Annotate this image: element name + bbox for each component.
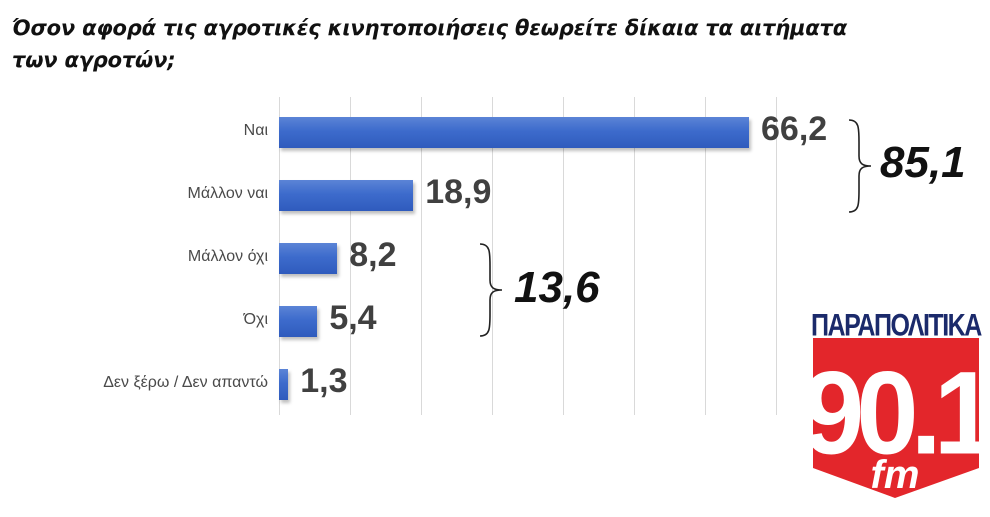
- bar: [279, 180, 414, 211]
- category-label: Μάλλον ναι: [187, 185, 268, 202]
- station-logo-badge: 90.1 fm: [811, 338, 981, 498]
- curly-brace-icon: [479, 243, 503, 337]
- sum-annotation: 13,6: [514, 263, 600, 312]
- value-label: 66,2: [761, 110, 828, 148]
- bar: [279, 117, 750, 148]
- chart-title: Όσον αφορά τις αγροτικές κινητοποιήσεις …: [12, 16, 847, 72]
- curly-brace-icon: [848, 119, 872, 213]
- value-label: 8,2: [349, 236, 397, 274]
- value-label: 5,4: [329, 299, 377, 337]
- value-label: 1,3: [300, 362, 348, 400]
- gridline: [421, 97, 422, 415]
- value-label: 18,9: [425, 173, 492, 211]
- logo-frequency: 90.1: [811, 348, 981, 479]
- gridline: [350, 97, 351, 415]
- category-label: Μάλλον όχι: [187, 248, 268, 265]
- gridline: [776, 97, 777, 415]
- bar: [279, 243, 338, 274]
- gridline: [705, 97, 706, 415]
- gridline: [492, 97, 493, 415]
- bar: [279, 369, 289, 400]
- gridline: [634, 97, 635, 415]
- category-label: Όχι: [243, 311, 268, 328]
- gridline: [563, 97, 564, 415]
- logo-band: fm: [871, 453, 920, 497]
- category-label: Δεν ξέρω / Δεν απαντώ: [103, 374, 268, 391]
- category-label: Ναι: [243, 122, 268, 139]
- station-logo-name: ΠΑΡΑΠΟΛΙΤΙΚΑ: [811, 308, 982, 343]
- sum-annotation: 85,1: [880, 138, 966, 187]
- bar: [279, 306, 318, 337]
